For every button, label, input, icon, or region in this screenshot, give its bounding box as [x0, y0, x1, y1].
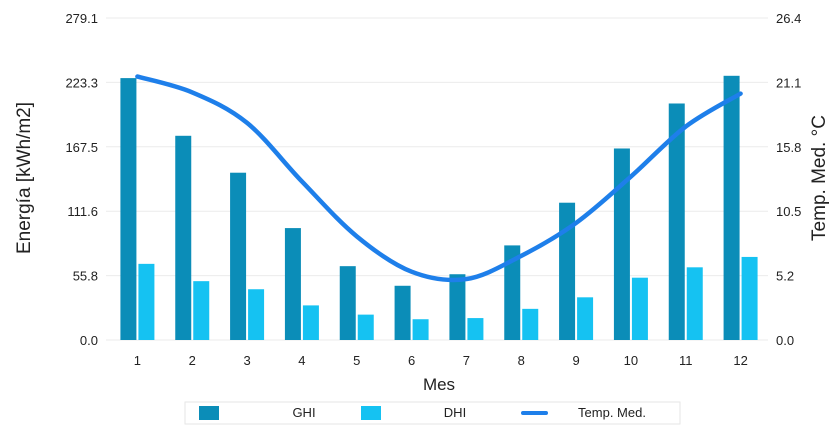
- x-axis-ticks: 1 2 3 4 5 6 7 8 9 10 11 12: [134, 353, 748, 368]
- bar-dhi: [193, 281, 210, 340]
- bar-ghi: [559, 202, 576, 340]
- right-tick-label: 5.2: [776, 269, 794, 284]
- bar-ghi: [504, 245, 521, 340]
- left-tick-label: 167.5: [65, 140, 98, 155]
- x-tick-label: 4: [298, 353, 305, 368]
- legend-swatch-dhi: [361, 406, 381, 420]
- right-tick-label: 15.8: [776, 140, 801, 155]
- left-tick-label: 279.1: [65, 11, 98, 26]
- bar-ghi: [284, 228, 301, 340]
- bar-dhi: [467, 318, 484, 340]
- bar-dhi: [138, 263, 155, 340]
- legend-label-dhi: DHI: [444, 405, 466, 420]
- bars-layer: [120, 75, 758, 341]
- bar-ghi: [668, 103, 685, 340]
- gridlines: [106, 17, 768, 341]
- left-tick-label: 55.8: [73, 269, 98, 284]
- x-tick-label: 9: [572, 353, 579, 368]
- bar-ghi: [120, 78, 137, 340]
- x-tick-label: 12: [733, 353, 747, 368]
- x-tick-label: 7: [463, 353, 470, 368]
- bar-ghi: [230, 172, 247, 340]
- bar-ghi: [613, 148, 630, 340]
- bar-ghi: [449, 274, 466, 340]
- left-tick-label: 0.0: [80, 333, 98, 348]
- x-tick-label: 6: [408, 353, 415, 368]
- legend-label-ghi: GHI: [292, 405, 315, 420]
- right-tick-label: 26.4: [776, 11, 801, 26]
- legend-item-temp: Temp. Med.: [521, 405, 646, 420]
- bar-dhi: [577, 297, 594, 340]
- bar-ghi: [723, 75, 740, 341]
- right-axis-title: Temp. Med. °C: [809, 115, 830, 241]
- x-tick-label: 11: [679, 353, 693, 368]
- bar-dhi: [631, 277, 648, 340]
- legend-label-temp: Temp. Med.: [578, 405, 646, 420]
- x-axis-title: Mes: [423, 375, 455, 394]
- bar-dhi: [412, 319, 429, 340]
- line-layer: [135, 74, 743, 283]
- line-temp-series: [135, 74, 743, 283]
- right-tick-label: 10.5: [776, 204, 801, 219]
- bar-dhi: [741, 256, 758, 340]
- bar-dhi: [357, 314, 374, 340]
- bar-dhi: [686, 267, 703, 340]
- x-tick-label: 10: [624, 353, 638, 368]
- left-tick-label: 111.6: [67, 204, 98, 219]
- legend-item-dhi: DHI: [361, 405, 466, 420]
- legend-swatch-ghi: [199, 406, 219, 420]
- x-tick-label: 8: [518, 353, 525, 368]
- x-tick-label: 1: [134, 353, 141, 368]
- bar-dhi: [248, 289, 265, 340]
- bar-ghi: [175, 135, 192, 340]
- bar-dhi: [302, 305, 319, 340]
- x-tick-label: 3: [243, 353, 250, 368]
- x-tick-label: 2: [189, 353, 196, 368]
- right-tick-label: 21.1: [776, 75, 801, 90]
- legend-box: [184, 401, 681, 425]
- bar-dhi: [522, 308, 539, 340]
- x-tick-label: 5: [353, 353, 360, 368]
- bar-ghi: [394, 285, 411, 340]
- right-axis-ticks: 0.0 5.2 10.5 15.8 21.1 26.4: [776, 11, 801, 348]
- legend-item-ghi: GHI: [199, 405, 316, 420]
- legend: GHI DHI Temp. Med.: [184, 401, 681, 425]
- left-axis-ticks: 0.0 55.8 111.6 167.5 223.3 279.1: [65, 11, 98, 348]
- bar-ghi: [339, 266, 356, 340]
- left-axis-title: Energía [kWh/m2]: [14, 102, 35, 254]
- left-tick-label: 223.3: [65, 75, 98, 90]
- right-tick-label: 0.0: [776, 333, 794, 348]
